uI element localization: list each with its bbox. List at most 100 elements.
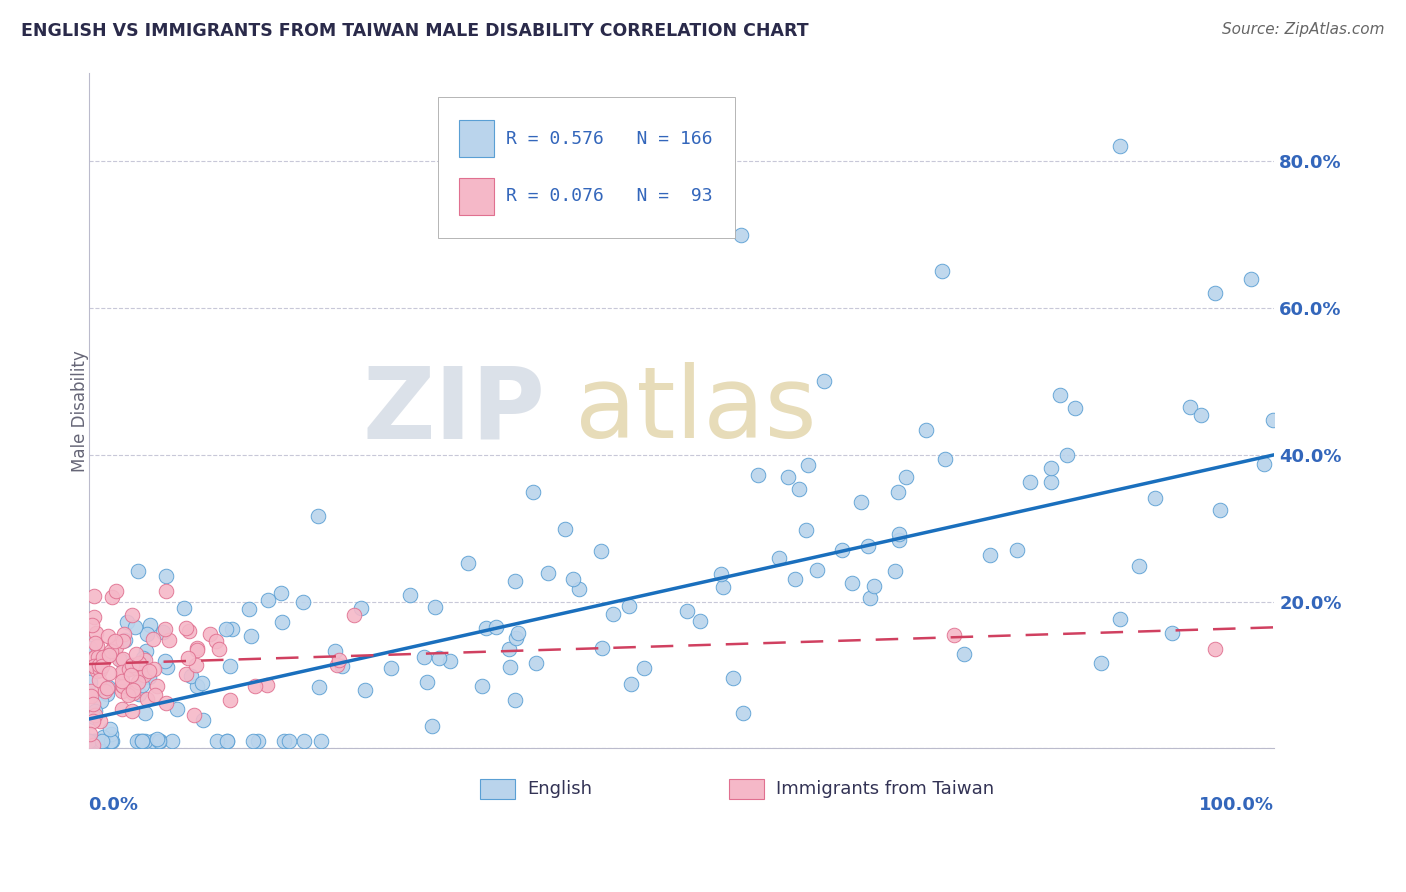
Point xyxy=(943,628,966,642)
Point xyxy=(103,635,125,649)
Point xyxy=(218,658,240,673)
Text: English: English xyxy=(527,780,592,798)
Point xyxy=(1178,401,1201,415)
Point xyxy=(121,659,143,673)
Point xyxy=(475,621,498,635)
Text: 0.0%: 0.0% xyxy=(89,796,139,814)
Point xyxy=(183,708,205,723)
Point xyxy=(148,734,170,748)
Point xyxy=(134,706,156,721)
Point xyxy=(427,650,450,665)
Point xyxy=(111,684,134,698)
Point xyxy=(146,731,169,746)
Point xyxy=(218,693,240,707)
Point xyxy=(153,622,176,636)
Point xyxy=(730,227,752,242)
Point xyxy=(87,657,110,672)
Point xyxy=(420,719,443,733)
Point xyxy=(177,651,200,665)
Point xyxy=(80,689,103,703)
Point xyxy=(747,468,769,483)
Point xyxy=(180,669,202,683)
Point xyxy=(79,734,101,748)
Point xyxy=(505,632,527,646)
Point xyxy=(620,677,643,691)
Point xyxy=(146,679,169,693)
Point xyxy=(508,625,530,640)
Point xyxy=(330,659,353,673)
Point xyxy=(856,540,879,554)
Point xyxy=(89,663,111,677)
Point xyxy=(204,634,226,648)
Text: R = 0.576   N = 166: R = 0.576 N = 166 xyxy=(506,129,713,147)
Point xyxy=(84,704,107,718)
Point xyxy=(89,734,111,748)
Point xyxy=(191,713,214,727)
Point xyxy=(273,734,295,748)
Point xyxy=(1064,401,1087,415)
Point xyxy=(127,675,149,690)
Point xyxy=(134,668,156,682)
Point xyxy=(589,544,612,558)
Point xyxy=(79,640,101,655)
Point xyxy=(524,656,547,670)
Point xyxy=(794,523,817,537)
Point xyxy=(87,673,110,688)
Point xyxy=(114,633,136,648)
Point xyxy=(934,452,956,467)
Point xyxy=(217,734,239,748)
Point xyxy=(89,655,111,669)
Point xyxy=(90,734,112,748)
Point xyxy=(561,572,583,586)
Point xyxy=(325,658,347,673)
Point xyxy=(83,589,105,603)
Point xyxy=(343,607,366,622)
Point xyxy=(591,640,613,655)
Point xyxy=(1209,503,1232,517)
Point xyxy=(131,678,153,692)
Point xyxy=(1039,461,1062,475)
Point xyxy=(143,662,166,676)
Point xyxy=(1239,271,1261,285)
Point xyxy=(787,482,810,496)
Point xyxy=(136,692,159,706)
Point xyxy=(122,683,145,698)
Point xyxy=(136,627,159,641)
Point xyxy=(416,674,439,689)
Point xyxy=(166,702,188,716)
Point xyxy=(768,551,790,566)
Point xyxy=(127,565,149,579)
Point xyxy=(271,615,294,630)
Point xyxy=(98,722,121,736)
Point xyxy=(83,708,105,723)
Point xyxy=(82,714,104,728)
Point xyxy=(457,556,479,570)
Point xyxy=(292,595,315,609)
Point xyxy=(778,470,800,484)
Point xyxy=(105,640,128,655)
Bar xyxy=(458,178,494,215)
Point xyxy=(439,654,461,668)
Point xyxy=(349,601,371,615)
Point xyxy=(309,734,332,748)
Point xyxy=(157,633,180,648)
Point xyxy=(325,644,347,658)
Point xyxy=(97,629,120,643)
Point xyxy=(111,665,134,679)
Point xyxy=(308,680,330,694)
Point xyxy=(84,649,107,664)
Point xyxy=(191,676,214,690)
Point xyxy=(100,734,122,748)
Point xyxy=(138,670,160,684)
Point xyxy=(104,584,127,599)
Point xyxy=(96,648,118,663)
Point xyxy=(883,564,905,578)
Point xyxy=(1056,448,1078,462)
Point xyxy=(1191,408,1213,422)
Point xyxy=(1204,286,1226,301)
Point xyxy=(98,666,121,681)
Point xyxy=(142,632,165,647)
Point xyxy=(731,706,754,720)
Point xyxy=(90,659,112,673)
Point xyxy=(79,726,101,740)
